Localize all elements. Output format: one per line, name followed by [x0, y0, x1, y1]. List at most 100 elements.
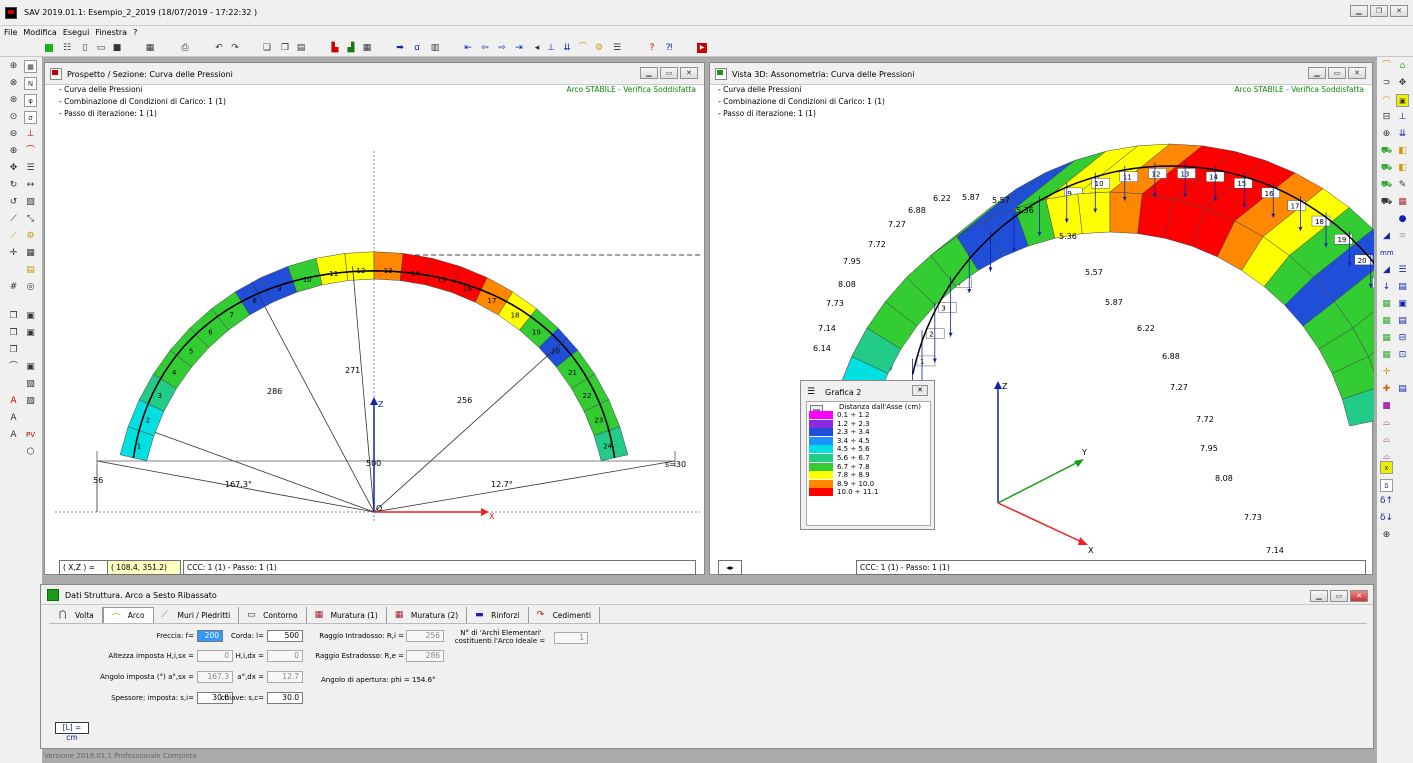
chart-red-icon[interactable]: ▙: [331, 43, 339, 53]
tab-volta[interactable]: ⋂ Volta: [51, 607, 103, 623]
menu-file[interactable]: File: [4, 28, 18, 37]
lines-icon[interactable]: ≡: [1398, 231, 1407, 241]
menu-esegui[interactable]: Esegui: [62, 28, 90, 37]
legend-close-button[interactable]: ✕: [912, 385, 928, 396]
menu-finestra[interactable]: Finestra: [95, 28, 128, 37]
zoom-in-icon[interactable]: ⊕: [9, 61, 18, 71]
angolo-imposta-sx-input[interactable]: 167.3: [197, 671, 233, 683]
arch-yellow-icon[interactable]: ⌒: [1381, 61, 1391, 71]
window-blue-icon[interactable]: ▤: [1398, 384, 1407, 394]
pv-icon[interactable]: PV: [25, 431, 35, 439]
settings-icon[interactable]: ⚙: [26, 231, 35, 241]
delta-box-icon[interactable]: δ: [1380, 479, 1393, 492]
circle-icon[interactable]: ◎: [26, 282, 35, 292]
new-file-icon[interactable]: ▯: [82, 43, 88, 53]
next-icon[interactable]: ⇨: [498, 43, 506, 53]
data-minimize-button[interactable]: ▁: [1310, 590, 1328, 602]
zoom-prev-icon[interactable]: ⊙: [9, 112, 18, 122]
arrows-icon[interactable]: ✥: [1398, 78, 1407, 88]
layers-icon[interactable]: ☰: [26, 163, 35, 173]
save-icon[interactable]: ■: [112, 43, 122, 53]
vault-icon[interactable]: ◠: [1382, 95, 1391, 105]
measure-icon[interactable]: ⟋: [10, 231, 17, 241]
move-icon[interactable]: ✛: [9, 248, 18, 258]
window-stack-icon[interactable]: ❐: [9, 311, 18, 321]
arch-icon[interactable]: ⌒: [578, 43, 588, 53]
table-small-icon[interactable]: ▦: [26, 248, 35, 258]
corda-input[interactable]: 500: [267, 630, 303, 642]
brace-icon[interactable]: ⊃: [1382, 78, 1391, 88]
car2-icon[interactable]: ⛟: [1380, 163, 1393, 173]
narchi-input[interactable]: 1: [554, 632, 588, 644]
pan-icon[interactable]: ✥: [9, 163, 18, 173]
plus-icon[interactable]: ✛: [1382, 367, 1391, 377]
paste-icon[interactable]: ❐: [280, 43, 290, 53]
rotate-icon[interactable]: ↻: [9, 180, 18, 190]
help-icon[interactable]: ?: [649, 43, 655, 53]
chart-arch-icon[interactable]: ⌒: [8, 362, 18, 372]
wall-green4-icon[interactable]: ▦: [1382, 350, 1391, 360]
list-yellow-icon[interactable]: ▤: [26, 265, 35, 275]
freccia-input[interactable]: 200: [197, 630, 223, 642]
house-icon[interactable]: ⌂: [1399, 61, 1406, 71]
orbit-icon[interactable]: ↺: [9, 197, 18, 207]
arch-3d-drawing[interactable]: 123456789101112131415161718192021222324 …: [710, 63, 1374, 576]
copy-icon[interactable]: ❏: [262, 43, 272, 53]
spessore-imposta-input[interactable]: 30.0: [197, 692, 233, 704]
minimize-button[interactable]: ▁: [1350, 5, 1368, 17]
x-box-icon[interactable]: x: [1380, 461, 1393, 474]
zoom-out-icon[interactable]: ⊖: [9, 129, 18, 139]
arch-settings-icon[interactable]: ⚙: [594, 43, 604, 53]
image-icon[interactable]: ▧: [26, 379, 35, 389]
undo-icon[interactable]: ↶: [215, 43, 223, 53]
tab-muratura-1[interactable]: ▦ Muratura (1): [307, 607, 387, 623]
slope-icon[interactable]: ◢: [1383, 231, 1390, 241]
left-minimize-button[interactable]: ▁: [640, 67, 658, 79]
restore-button[interactable]: ❐: [1370, 5, 1388, 17]
close-button[interactable]: ✕: [1390, 5, 1408, 17]
altezza-imposta-dx-input[interactable]: 0: [267, 650, 303, 662]
window-icon[interactable]: ❐: [9, 345, 18, 355]
loads-icon[interactable]: ⇊: [563, 43, 571, 53]
tab-muri[interactable]: ⟋ Muri / Piedritti: [154, 607, 240, 623]
green-square-icon[interactable]: [45, 44, 53, 52]
window-cascade-icon[interactable]: ❐: [9, 328, 18, 338]
hash-icon[interactable]: #: [9, 282, 18, 292]
loads-blue-icon[interactable]: ⇊: [1398, 129, 1407, 139]
sep-arrow-icon[interactable]: ◂: [534, 43, 540, 53]
print-icon[interactable]: ⎙: [181, 43, 189, 53]
panel-blue4-icon[interactable]: ⊡: [1398, 350, 1407, 360]
view-icon[interactable]: ▦: [24, 60, 37, 73]
phi-icon[interactable]: φ: [24, 94, 37, 107]
zoom-all-icon[interactable]: ⊕: [9, 146, 18, 156]
stack-icon[interactable]: ☰: [1398, 265, 1407, 275]
unit-button[interactable]: [L] = cm: [55, 722, 89, 742]
wall-green-icon[interactable]: ▦: [1382, 299, 1391, 309]
open-folder-icon[interactable]: ▭: [96, 43, 106, 53]
support-blue-icon[interactable]: ⊥: [1398, 112, 1407, 122]
tab-contorno[interactable]: ▭ Contorno: [239, 607, 307, 623]
window-tile-icon[interactable]: ▣: [26, 311, 35, 321]
right-minimize-button[interactable]: ▁: [1308, 67, 1326, 79]
delta-down-icon[interactable]: δ↓: [1380, 513, 1394, 523]
arch-red-icon[interactable]: ⌒: [25, 146, 35, 156]
right-maximize-button[interactable]: ▭: [1328, 67, 1346, 79]
spessore-chiave-input[interactable]: 30.0: [267, 692, 303, 704]
zoom-window-icon[interactable]: ⊗: [9, 78, 18, 88]
elev-icon[interactable]: ⊟: [1382, 112, 1391, 122]
text-slash-icon[interactable]: A: [10, 430, 17, 440]
axes-icon[interactable]: ⊥: [26, 129, 35, 139]
arrow-blue-icon[interactable]: ➡: [396, 43, 404, 53]
mm-icon[interactable]: mm: [1380, 249, 1394, 257]
link-icon[interactable]: ⊕: [1382, 129, 1391, 139]
last-icon[interactable]: ⇥: [515, 43, 523, 53]
panel-blue3-icon[interactable]: ⊟: [1398, 333, 1407, 343]
table-arch-icon[interactable]: ▣: [26, 362, 35, 372]
wall-green2-icon[interactable]: ▦: [1382, 316, 1391, 326]
right-close-button[interactable]: ✕: [1348, 67, 1366, 79]
grid-small-icon[interactable]: ▧: [26, 197, 35, 207]
line-icon[interactable]: ⟋: [10, 214, 17, 224]
globe-icon[interactable]: ⊕: [1382, 530, 1391, 540]
tree-icon[interactable]: ☷: [62, 43, 72, 53]
